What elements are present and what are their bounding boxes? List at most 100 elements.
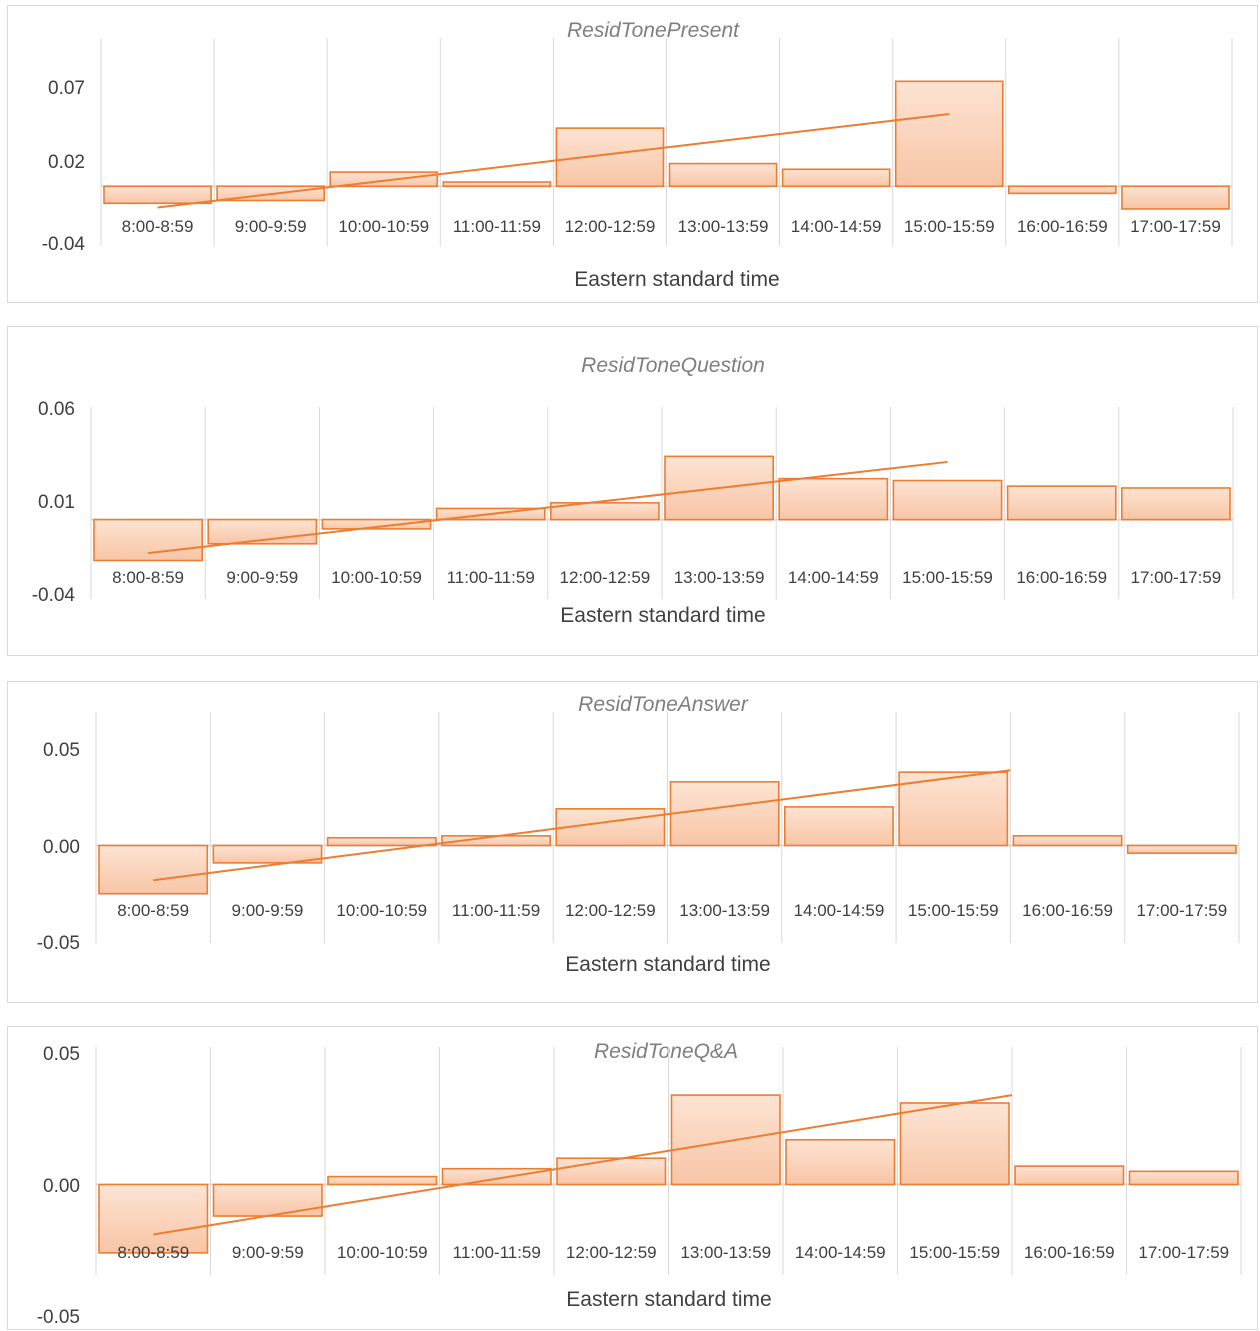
x-tick-label: 11:00-11:59 — [453, 1243, 541, 1262]
bar-15:00-15:59 — [892, 479, 1003, 521]
x-tick-label: 8:00-8:59 — [112, 568, 184, 587]
bar-13:00-13:59 — [670, 1094, 781, 1186]
x-axis-title: Eastern standard time — [565, 953, 770, 976]
bar-16:00-16:59 — [1006, 485, 1117, 521]
bar-10:00-10:59 — [327, 1175, 438, 1186]
y-tick-label: 0.01 — [38, 492, 75, 513]
x-tick-label: 12:00-12:59 — [565, 217, 656, 236]
bar-11:00-11:59 — [442, 181, 552, 188]
chart-panel-resid-tone-question: ResidToneQuestion 0.06 0.01 -0.04 8:00-8:59… — [7, 326, 1258, 656]
x-axis-title: Eastern standard time — [560, 604, 765, 627]
x-tick-label: 9:00-9:59 — [226, 568, 298, 587]
x-tick-label: 8:00-8:59 — [117, 1243, 189, 1262]
bar-16:00-16:59 — [1014, 1165, 1125, 1186]
bar-8:00-8:59 — [103, 185, 212, 205]
bar-12:00-12:59 — [556, 1157, 667, 1186]
bar-13:00-13:59 — [668, 162, 778, 188]
trendline — [147, 460, 948, 555]
chart-svg: ResidToneQ&A 0.05 0.00 -0.05 8:00-8:59 9:00-… — [37, 1040, 1242, 1328]
x-tick-label: 14:00-14:59 — [795, 1243, 886, 1262]
x-tick-label: 11:00-11:59 — [453, 217, 541, 236]
x-tick-label: 17:00-17:59 — [1131, 568, 1222, 587]
x-tick-label: 10:00-10:59 — [338, 217, 429, 236]
bar-14:00-14:59 — [783, 806, 894, 847]
y-tick-label: 0.02 — [48, 152, 85, 173]
x-tick-label: 16:00-16:59 — [1016, 568, 1107, 587]
x-tick-label: 10:00-10:59 — [331, 568, 422, 587]
chart-svg: ResidTonePresent 0.07 0.02 -0.04 8:00-8:59 9… — [42, 19, 1233, 291]
bar-9:00-9:59 — [212, 844, 323, 864]
bar-17:00-17:59 — [1121, 185, 1230, 210]
x-tick-label: 13:00-13:59 — [674, 568, 765, 587]
bar-8:00-8:59 — [93, 518, 203, 562]
trendline — [153, 1094, 1013, 1236]
bar-10:00-10:59 — [326, 836, 437, 847]
x-tick-label: 9:00-9:59 — [232, 901, 304, 920]
y-tick-label: -0.04 — [42, 234, 86, 255]
x-tick-label: 16:00-16:59 — [1024, 1243, 1115, 1262]
x-tick-label: 13:00-13:59 — [679, 901, 770, 920]
chart-title: ResidTonePresent — [567, 19, 740, 42]
x-tick-label: 12:00-12:59 — [560, 568, 651, 587]
y-tick-label: 0.06 — [38, 399, 75, 420]
trendline — [153, 769, 1011, 882]
x-tick-label: 11:00-11:59 — [452, 901, 540, 920]
x-axis-title: Eastern standard time — [574, 268, 779, 291]
y-tick-label: 0.05 — [43, 1044, 80, 1065]
bar-14:00-14:59 — [778, 477, 889, 521]
bar-15:00-15:59 — [898, 771, 1009, 847]
y-tick-label: -0.04 — [32, 585, 76, 606]
bar-15:00-15:59 — [894, 80, 1004, 188]
chart-svg: ResidToneAnswer 0.05 0.00 -0.05 8:00-8:59 9:… — [37, 693, 1240, 976]
x-tick-label: 16:00-16:59 — [1022, 901, 1113, 920]
x-tick-label: 8:00-8:59 — [122, 217, 194, 236]
bar-9:00-9:59 — [212, 1183, 323, 1217]
x-tick-label: 15:00-15:59 — [908, 901, 999, 920]
x-tick-label: 10:00-10:59 — [337, 1243, 428, 1262]
y-tick-label: -0.05 — [37, 1307, 80, 1328]
chart-title: ResidToneAnswer — [578, 693, 749, 716]
y-tick-label: 0.00 — [43, 1176, 80, 1197]
trendline — [157, 112, 950, 209]
bar-12:00-12:59 — [549, 502, 660, 521]
bar-12:00-12:59 — [555, 127, 665, 188]
x-tick-label: 15:00-15:59 — [904, 217, 995, 236]
x-axis-title: Eastern standard time — [566, 1288, 771, 1311]
x-tick-label: 17:00-17:59 — [1136, 901, 1227, 920]
x-tick-label: 9:00-9:59 — [235, 217, 307, 236]
x-tick-label: 17:00-17:59 — [1138, 1243, 1229, 1262]
bar-8:00-8:59 — [98, 844, 209, 895]
bar-16:00-16:59 — [1012, 835, 1123, 847]
bar-8:00-8:59 — [98, 1183, 209, 1254]
x-tick-label: 11:00-11:59 — [447, 568, 535, 587]
x-tick-label: 14:00-14:59 — [788, 568, 879, 587]
bar-10:00-10:59 — [329, 171, 439, 188]
x-tick-label: 9:00-9:59 — [232, 1243, 304, 1262]
x-tick-label: 17:00-17:59 — [1130, 217, 1221, 236]
chart-panel-resid-tone-answer: ResidToneAnswer 0.05 0.00 -0.05 8:00-8:59 9:… — [7, 681, 1258, 1003]
chart-svg: ResidToneQuestion 0.06 0.01 -0.04 8:00-8:59… — [32, 354, 1234, 627]
bar-14:00-14:59 — [785, 1138, 896, 1186]
chart-panel-resid-tone-present: ResidTonePresent 0.07 0.02 -0.04 8:00-8:59 9… — [7, 5, 1258, 303]
x-tick-label: 10:00-10:59 — [336, 901, 427, 920]
x-tick-label: 12:00-12:59 — [565, 901, 656, 920]
y-tick-label: 0.07 — [48, 78, 85, 99]
x-tick-label: 13:00-13:59 — [678, 217, 769, 236]
x-tick-label: 12:00-12:59 — [566, 1243, 657, 1262]
bar-17:00-17:59 — [1121, 487, 1231, 521]
y-tick-label: -0.05 — [37, 933, 80, 954]
x-tick-label: 13:00-13:59 — [680, 1243, 771, 1262]
bar-15:00-15:59 — [899, 1102, 1010, 1186]
chart-title: ResidToneQuestion — [581, 354, 765, 377]
x-tick-label: 14:00-14:59 — [794, 901, 885, 920]
bar-17:00-17:59 — [1128, 1170, 1239, 1186]
x-tick-label: 14:00-14:59 — [791, 217, 882, 236]
y-tick-label: 0.00 — [43, 837, 80, 858]
x-tick-label: 16:00-16:59 — [1017, 217, 1108, 236]
bar-14:00-14:59 — [781, 168, 891, 188]
x-tick-label: 15:00-15:59 — [902, 568, 993, 587]
x-tick-label: 8:00-8:59 — [117, 901, 189, 920]
y-tick-label: 0.05 — [43, 740, 80, 761]
bar-10:00-10:59 — [321, 518, 432, 530]
bar-17:00-17:59 — [1126, 844, 1237, 855]
